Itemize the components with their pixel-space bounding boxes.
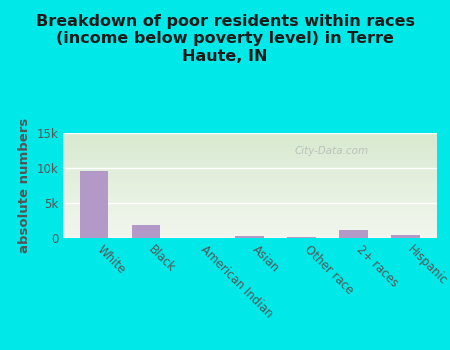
Bar	[339, 230, 368, 238]
Text: Breakdown of poor residents within races
(income below poverty level) in Terre
H: Breakdown of poor residents within races…	[36, 14, 414, 64]
Bar	[235, 236, 264, 238]
Bar	[80, 171, 108, 238]
Bar	[391, 235, 420, 238]
Text: City-Data.com: City-Data.com	[295, 146, 369, 156]
Bar	[132, 225, 160, 238]
Bar	[288, 237, 316, 238]
Y-axis label: absolute numbers: absolute numbers	[18, 118, 31, 253]
